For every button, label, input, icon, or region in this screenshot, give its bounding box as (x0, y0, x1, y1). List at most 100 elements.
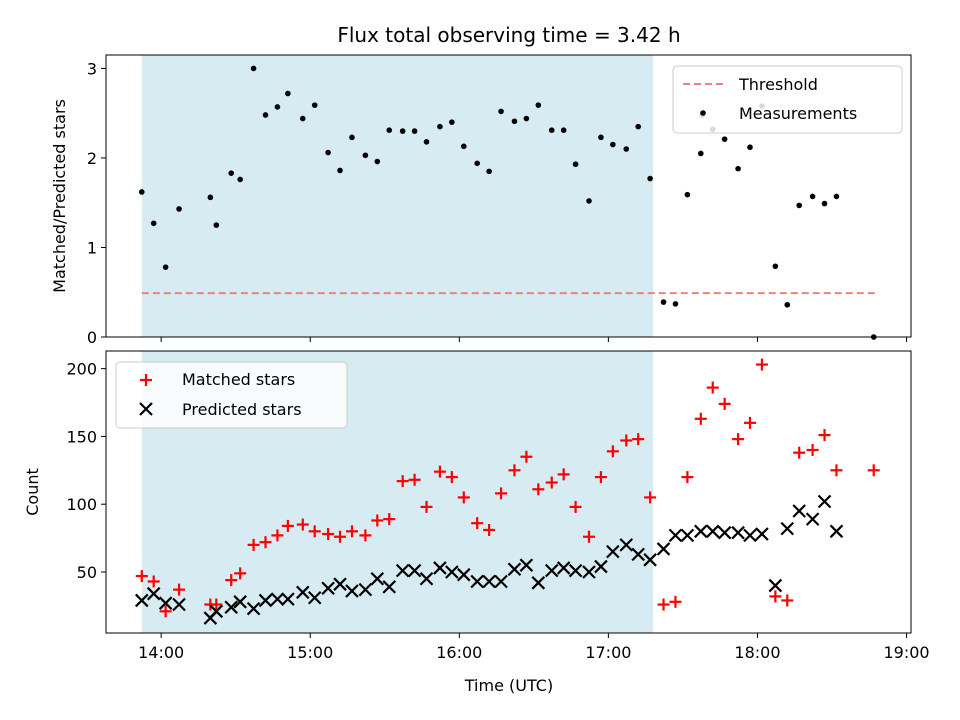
top-panel: 0 1 2 3 Matched/Predicted stars Threshold M… (50, 54, 912, 347)
measurement-point (325, 149, 331, 156)
matched-stars-point (569, 500, 582, 513)
predicted-stars-point (281, 592, 295, 606)
predicted-stars-point (594, 559, 608, 574)
predicted-stars-point (556, 561, 571, 575)
bottom-panel: 50 100 150 200 14:00 15:00 16:00 17:00 18:00 19:… (23, 350, 930, 695)
y-tick-label: 0 (87, 328, 97, 347)
matched-stars-point (583, 530, 595, 543)
bottom-legend: Matched stars Predicted stars (115, 361, 348, 429)
predicted-stars-point (419, 571, 434, 586)
y-tick-label: 50 (77, 563, 97, 582)
matched-stars-point (545, 476, 558, 489)
measurement-point (698, 150, 704, 157)
legend-measurements-label: Measurements (739, 104, 857, 123)
measurement-point (610, 141, 616, 148)
matched-stars-point (681, 471, 694, 484)
matched-stars-point (433, 465, 446, 478)
matched-stars-point (806, 443, 819, 456)
measurement-point (572, 161, 579, 168)
measurement-point (311, 102, 318, 108)
predicted-stars-point (321, 581, 335, 596)
measurement-point (262, 112, 269, 118)
matched-stars-point (781, 594, 794, 607)
y-tick-label: 1 (87, 238, 97, 257)
matched-stars-point (271, 529, 284, 542)
chart-title: Flux total observing time = 3.42 h (337, 23, 680, 47)
measurement-point (772, 263, 779, 270)
predicted-stars-point (768, 578, 783, 593)
matched-stars-point (706, 381, 719, 394)
measurement-point (635, 123, 641, 130)
measurement-point (274, 104, 281, 110)
matched-stars-point (732, 433, 745, 446)
measurement-point (337, 167, 343, 174)
measurement-point (285, 90, 291, 97)
predicted-stars-point (680, 528, 695, 543)
predicted-stars-point (694, 524, 708, 539)
predicted-stars-point (705, 524, 720, 539)
matched-stars-point (296, 518, 309, 531)
matched-stars-point (457, 491, 470, 504)
measurement-point (586, 198, 592, 204)
matched-stars-point (234, 567, 247, 580)
measurement-point (150, 220, 157, 227)
matched-stars-point (532, 483, 545, 496)
measurement-point (672, 301, 679, 307)
predicted-stars-point (544, 563, 559, 578)
predicted-stars-point (146, 586, 161, 601)
measurement-point (535, 102, 542, 108)
matched-stars-point (345, 525, 358, 538)
measurement-point (374, 158, 381, 165)
predicted-stars-point (668, 528, 683, 543)
predicted-stars-point (606, 544, 620, 559)
measurement-point (548, 127, 555, 133)
matched-stars-point (383, 513, 396, 526)
measurement-point (647, 175, 653, 182)
measurement-point (560, 127, 567, 133)
matched-stars-point (718, 397, 731, 410)
predicted-stars-point (507, 562, 522, 577)
matched-stars-point (334, 530, 347, 543)
predicted-stars-point (224, 600, 239, 615)
predicted-stars-point (358, 582, 373, 597)
matched-stars-point (483, 523, 496, 536)
predicted-stars-point (270, 592, 285, 606)
predicted-stars-point (209, 604, 224, 619)
matched-stars-point (471, 517, 484, 530)
predicted-stars-point (755, 527, 769, 541)
predicted-stars-point (246, 601, 261, 616)
measurement-point (523, 115, 530, 122)
measurement-point (349, 134, 355, 141)
measurement-point (460, 143, 467, 150)
predicted-stars-point (456, 567, 471, 582)
measurement-point (237, 176, 243, 183)
predicted-stars-point (158, 596, 173, 610)
matched-stars-point (830, 464, 843, 477)
predicted-stars-point (494, 574, 508, 589)
measurement-point (362, 152, 369, 159)
predicted-stars-point (780, 521, 795, 536)
predicted-stars-point (519, 558, 534, 572)
measurement-point (423, 139, 430, 145)
measurement-point (411, 128, 418, 134)
measurement-point (809, 193, 816, 200)
measurement-point (449, 119, 455, 125)
matched-stars-point (557, 468, 570, 481)
y-tick-label: 3 (87, 59, 97, 78)
measurement-point (598, 134, 604, 141)
measurement-point (176, 206, 182, 212)
predicted-stars-point (717, 525, 732, 540)
matched-stars-point (396, 475, 409, 488)
matched-stars-point (359, 529, 372, 542)
predicted-stars-point (134, 593, 149, 608)
measurement-point (833, 193, 840, 200)
matched-stars-point (135, 570, 148, 583)
matched-stars-point (445, 471, 458, 484)
matched-stars-point (259, 536, 272, 549)
measurement-point (796, 202, 802, 209)
x-tick-label: 15:00 (287, 643, 333, 662)
predicted-stars-point (643, 553, 657, 567)
matched-stars-point (594, 471, 607, 484)
x-tick-label: 18:00 (734, 643, 780, 662)
measurement-point (498, 108, 504, 115)
